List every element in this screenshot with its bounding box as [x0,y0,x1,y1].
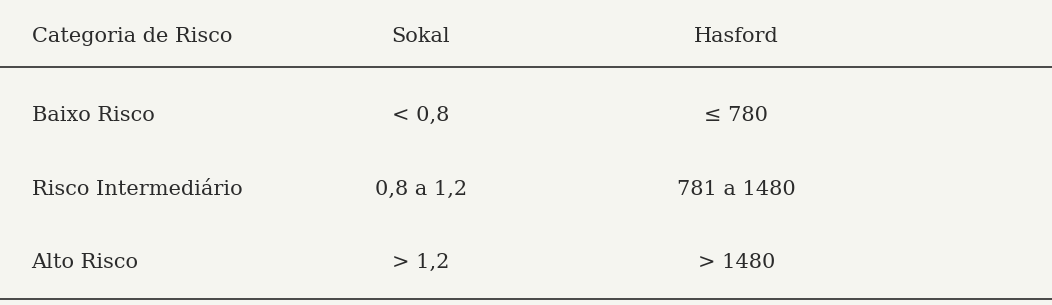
Text: Sokal: Sokal [391,27,450,46]
Text: 781 a 1480: 781 a 1480 [677,180,795,199]
Text: Risco Intermediário: Risco Intermediário [32,180,242,199]
Text: Categoria de Risco: Categoria de Risco [32,27,231,46]
Text: > 1480: > 1480 [697,253,775,272]
Text: > 1,2: > 1,2 [392,253,449,272]
Text: ≤ 780: ≤ 780 [705,106,768,125]
Text: Alto Risco: Alto Risco [32,253,139,272]
Text: 0,8 a 1,2: 0,8 a 1,2 [375,180,467,199]
Text: Hasford: Hasford [694,27,778,46]
Text: Baixo Risco: Baixo Risco [32,106,155,125]
Text: < 0,8: < 0,8 [392,106,449,125]
